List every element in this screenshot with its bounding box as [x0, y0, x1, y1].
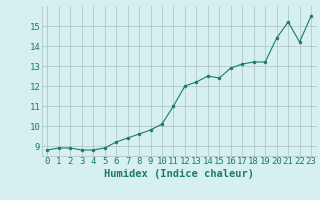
X-axis label: Humidex (Indice chaleur): Humidex (Indice chaleur)	[104, 169, 254, 179]
